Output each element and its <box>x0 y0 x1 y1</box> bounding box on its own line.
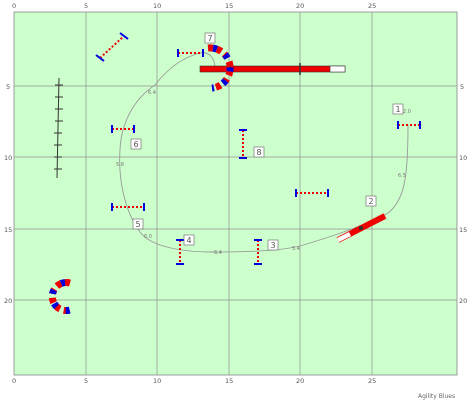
obstacle-number-3: 3 <box>267 239 279 251</box>
obstacle-number-2: 2 <box>365 195 377 207</box>
obstacle-number-5: 5 <box>132 218 144 230</box>
x-tick-bottom: 0 <box>12 377 16 385</box>
jump-3 <box>254 239 262 265</box>
x-tick-top: 25 <box>368 2 376 10</box>
svg-text:4: 4 <box>187 236 192 245</box>
x-tick-top: 15 <box>225 2 233 10</box>
y-tick-left: 5 <box>6 83 10 91</box>
distance-label: 6.4 <box>214 250 222 256</box>
jump-4 <box>176 239 184 265</box>
obstacle-number-8: 8 <box>253 146 265 158</box>
jump-7 <box>177 49 204 57</box>
distance-label: 6.4 <box>148 90 156 96</box>
x-tick-bottom: 10 <box>153 377 161 385</box>
x-axis-top: 0 5 10 15 20 25 <box>12 2 376 10</box>
jump-8 <box>239 129 247 159</box>
obstacle-number-4: 4 <box>183 234 195 246</box>
y-tick-left: 10 <box>4 154 12 162</box>
svg-text:3: 3 <box>271 241 276 250</box>
seesaw <box>336 213 387 243</box>
distance-label: 5.4 <box>292 246 300 252</box>
svg-text:6: 6 <box>134 140 139 149</box>
svg-text:1: 1 <box>396 105 401 114</box>
jump-1 <box>397 121 421 129</box>
field-area <box>13 11 458 376</box>
x-tick-top: 5 <box>84 2 88 10</box>
weave-poles <box>54 77 63 179</box>
x-axis-bottom: 0 5 10 15 20 25 <box>12 377 376 385</box>
svg-text:7: 7 <box>208 34 213 43</box>
brand-label: Agility Blues <box>418 393 455 400</box>
y-tick-right: 5 <box>460 83 464 91</box>
jump-angled <box>95 32 129 62</box>
tunnel-top <box>207 44 234 92</box>
x-tick-bottom: 15 <box>225 377 233 385</box>
svg-text:5: 5 <box>136 220 141 229</box>
jump-unnumbered <box>295 189 329 197</box>
y-tick-right: 20 <box>459 297 467 305</box>
obstacle-number-1: 1 <box>392 103 404 115</box>
distance-label: 6.5 <box>398 173 406 179</box>
distance-label: 5.8 <box>116 162 124 168</box>
x-tick-bottom: 20 <box>296 377 304 385</box>
y-tick-left: 15 <box>4 226 12 234</box>
obstacle-number-6: 6 <box>130 138 142 150</box>
jump-5 <box>111 203 145 211</box>
grid <box>14 12 457 375</box>
jump-6 <box>111 125 135 133</box>
y-tick-right: 10 <box>459 154 467 162</box>
svg-text:8: 8 <box>257 148 262 157</box>
svg-text:2: 2 <box>369 197 374 206</box>
x-tick-bottom: 25 <box>368 377 376 385</box>
x-tick-top: 10 <box>153 2 161 10</box>
y-axis-right: 5 10 15 20 <box>459 83 467 305</box>
obstacle-number-7: 7 <box>204 32 216 44</box>
y-tick-right: 15 <box>459 226 467 234</box>
x-tick-top: 0 <box>12 2 16 10</box>
tunnel-bottom-left <box>48 279 71 314</box>
x-tick-top: 20 <box>296 2 304 10</box>
distance-label: 6.0 <box>144 234 152 240</box>
y-axis-left: 5 10 15 20 <box>4 83 12 305</box>
y-tick-left: 20 <box>4 297 12 305</box>
x-tick-bottom: 5 <box>84 377 88 385</box>
distance-label: 2.0 <box>403 109 411 115</box>
